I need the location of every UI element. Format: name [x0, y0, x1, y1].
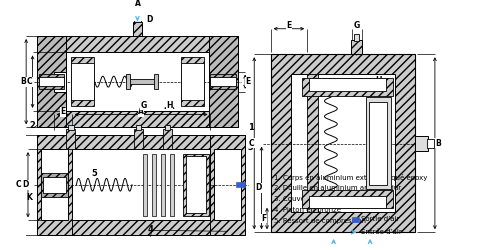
Bar	[134, 129, 143, 149]
Bar	[309, 78, 386, 91]
Bar	[415, 136, 428, 151]
Text: A: A	[134, 0, 140, 8]
Bar	[39, 74, 64, 89]
Text: 4. Piston en bronze: 4. Piston en bronze	[274, 207, 342, 213]
Bar	[161, 154, 165, 216]
Bar	[152, 154, 156, 216]
Bar	[236, 182, 245, 188]
Text: 4: 4	[148, 225, 153, 234]
Text: C: C	[248, 139, 254, 148]
Bar	[37, 36, 66, 127]
Bar	[39, 77, 64, 86]
Bar	[41, 173, 68, 197]
Text: F: F	[262, 214, 267, 223]
Bar	[128, 79, 156, 84]
Text: K: K	[26, 193, 32, 202]
Text: B: B	[435, 139, 440, 148]
Text: 2. Douille en aluminium anodisé dur: 2. Douille en aluminium anodisé dur	[274, 185, 402, 191]
Text: C: C	[27, 77, 32, 86]
Bar	[143, 154, 146, 216]
Bar	[71, 57, 94, 106]
Bar	[37, 36, 238, 52]
Bar	[354, 34, 359, 40]
Text: 3: 3	[248, 143, 254, 152]
Text: C: C	[15, 180, 21, 189]
Text: 5: 5	[92, 169, 98, 178]
Bar	[37, 134, 245, 149]
Bar	[210, 77, 236, 86]
Bar	[208, 36, 238, 127]
Bar	[352, 217, 359, 222]
Bar	[68, 124, 73, 130]
Text: G: G	[354, 22, 360, 30]
Bar	[54, 72, 66, 92]
Text: 2: 2	[30, 121, 36, 130]
Text: D: D	[256, 184, 262, 192]
Text: Entrée d’air: Entrée d’air	[361, 229, 402, 235]
Bar	[270, 54, 415, 232]
Text: 3. Couvercle anodisé: 3. Couvercle anodisé	[274, 196, 347, 202]
Bar	[71, 64, 94, 100]
Text: 1. Corps en aluminium extrudé laqué époxy: 1. Corps en aluminium extrudé laqué épox…	[274, 174, 428, 181]
Bar	[309, 196, 386, 208]
Bar	[183, 154, 208, 216]
Text: E: E	[60, 107, 66, 116]
Bar	[133, 22, 142, 36]
Bar	[210, 74, 236, 89]
Bar	[66, 52, 208, 111]
Bar	[210, 134, 245, 235]
Bar	[307, 74, 318, 212]
Text: 1: 1	[248, 123, 254, 132]
Text: D: D	[146, 15, 153, 24]
Text: 5. Ressort de compression: 5. Ressort de compression	[274, 218, 366, 224]
Bar	[182, 64, 204, 100]
Bar	[134, 15, 141, 22]
Bar	[302, 190, 393, 208]
Text: Sortie d’air: Sortie d’air	[361, 216, 400, 222]
Bar	[154, 74, 158, 89]
Bar	[165, 124, 170, 130]
Bar	[37, 134, 72, 235]
Bar	[170, 154, 174, 216]
Bar	[37, 111, 238, 127]
Bar	[182, 57, 204, 106]
Bar	[366, 97, 391, 189]
Bar	[163, 129, 172, 149]
Bar	[302, 78, 393, 96]
Bar	[42, 176, 66, 193]
Bar	[41, 149, 68, 220]
Text: E: E	[245, 77, 250, 86]
Bar	[351, 40, 362, 54]
Text: H: H	[166, 101, 172, 110]
Bar	[136, 124, 141, 130]
Bar	[186, 156, 206, 213]
Text: A: A	[138, 107, 144, 116]
Text: H: H	[375, 76, 382, 85]
Bar	[214, 149, 242, 220]
Bar	[72, 149, 210, 220]
Bar	[66, 129, 76, 149]
Bar	[290, 74, 395, 212]
Text: E: E	[286, 22, 292, 30]
Bar	[37, 220, 245, 235]
Bar	[126, 74, 130, 89]
Text: B: B	[20, 77, 26, 86]
Bar	[369, 102, 388, 185]
Bar	[426, 139, 434, 148]
Text: G: G	[140, 101, 146, 110]
Text: D: D	[22, 180, 29, 189]
